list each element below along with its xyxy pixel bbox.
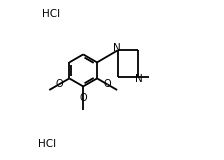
Text: O: O [79, 93, 87, 103]
Text: N: N [135, 74, 143, 84]
Text: HCl: HCl [42, 9, 60, 19]
Text: HCl: HCl [38, 139, 56, 149]
Text: O: O [55, 79, 63, 89]
Text: O: O [104, 79, 111, 89]
Text: N: N [113, 43, 121, 53]
